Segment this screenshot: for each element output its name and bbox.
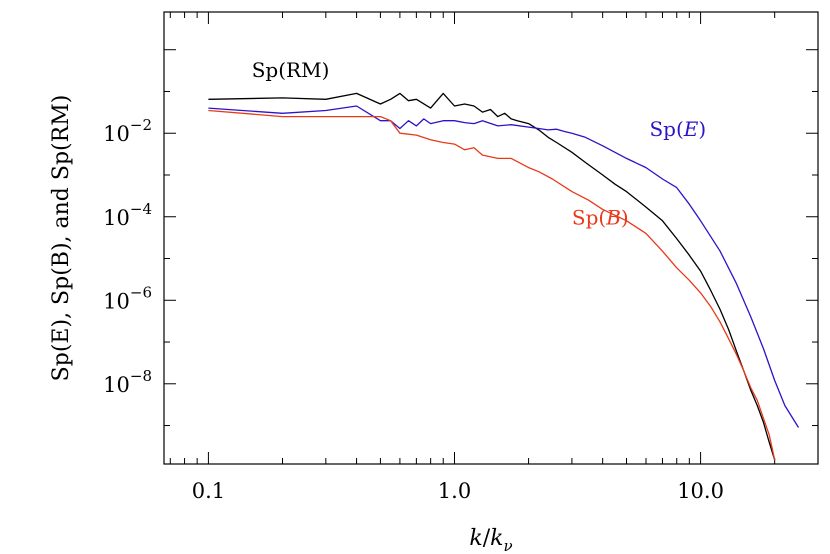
series-line-0 [208, 92, 776, 461]
axis-ticks [164, 12, 819, 464]
y-axis-title: Sp(E), Sp(B), and Sp(RM) [49, 95, 74, 382]
plot-frame [163, 11, 819, 465]
y-tick-label: 10−8 [103, 367, 152, 397]
series-line-2 [208, 109, 776, 461]
series-labels: Sp(RM) Sp(E) Sp(B) [252, 58, 706, 229]
x-tick-label: 1.0 [438, 479, 471, 503]
y-axis-label: Sp(E), Sp(B), and Sp(RM) [49, 95, 74, 382]
series-label: Sp(E) [649, 117, 706, 141]
y-tick-labels: 10−2 10−4 10−6 10−8 [103, 116, 152, 397]
series-line-1 [208, 105, 800, 428]
x-tick-label: 10.0 [677, 479, 724, 503]
x-axis-title: k/kν [469, 526, 512, 554]
y-tick-label: 10−6 [103, 283, 152, 313]
series-lines [208, 92, 800, 461]
series-label: Sp(B) [572, 206, 629, 230]
x-tick-label: 0.1 [192, 479, 225, 503]
x-tick-labels: 0.1 1.0 10.0 [192, 479, 724, 503]
y-tick-label: 10−2 [103, 116, 152, 146]
series-label: Sp(RM) [252, 58, 330, 82]
y-tick-label: 10−4 [103, 200, 152, 230]
x-axis-label: k/kν [469, 526, 512, 554]
